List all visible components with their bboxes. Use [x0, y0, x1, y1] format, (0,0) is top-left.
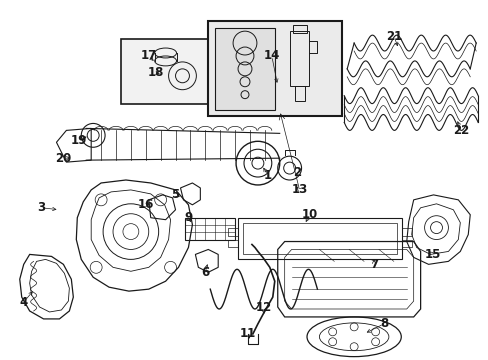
Text: 16: 16: [137, 198, 154, 211]
Text: 9: 9: [184, 211, 192, 224]
Text: 17: 17: [141, 49, 157, 63]
Text: 6: 6: [201, 266, 209, 279]
Bar: [208, 21, 342, 116]
Text: 13: 13: [291, 184, 307, 197]
Bar: [243, 223, 396, 255]
Text: 2: 2: [293, 166, 301, 179]
Text: 4: 4: [20, 296, 28, 309]
Bar: [185, 218, 235, 239]
Bar: [289, 31, 309, 86]
Text: 12: 12: [255, 301, 271, 314]
Text: 5: 5: [171, 188, 179, 201]
Text: 22: 22: [452, 124, 468, 137]
Text: 15: 15: [424, 248, 440, 261]
Text: 20: 20: [55, 152, 71, 165]
Text: 8: 8: [379, 318, 387, 330]
Bar: [215, 28, 274, 109]
Bar: [238, 218, 401, 260]
Text: 14: 14: [263, 49, 280, 63]
Text: 10: 10: [301, 208, 317, 221]
Text: 11: 11: [239, 327, 256, 340]
Text: 7: 7: [369, 258, 377, 271]
Text: 18: 18: [147, 66, 163, 79]
Text: 3: 3: [38, 201, 45, 214]
Bar: [121, 39, 208, 104]
Bar: [292, 25, 306, 33]
Text: 19: 19: [71, 134, 87, 147]
Text: 1: 1: [263, 168, 271, 181]
Text: 21: 21: [385, 30, 401, 42]
Bar: [294, 86, 304, 100]
